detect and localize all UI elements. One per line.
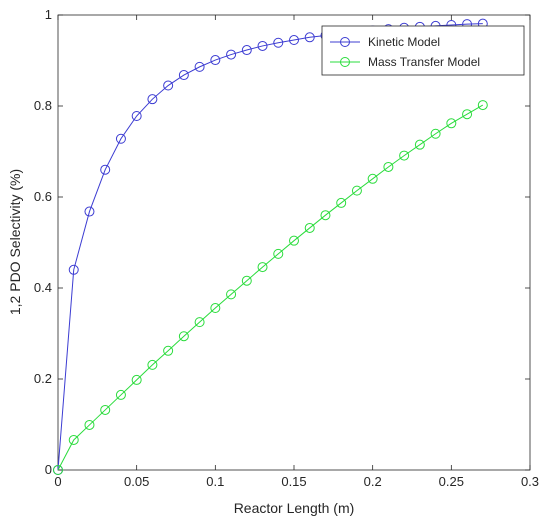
- data-point-mass-transfer-model: [178, 331, 189, 342]
- y-axis: 0 0.2 0.4 0.6 0.8 1: [34, 7, 530, 477]
- data-point-mass-transfer-model: [399, 150, 410, 161]
- data-point-mass-transfer-model: [430, 128, 441, 139]
- data-point-mass-transfer-model: [257, 262, 268, 273]
- data-point-kinetic-model: [131, 111, 142, 122]
- data-point-mass-transfer-model: [351, 185, 362, 196]
- x-tick-label: 0.05: [124, 474, 149, 489]
- data-point-kinetic-model: [84, 206, 95, 217]
- data-point-kinetic-model: [100, 164, 111, 175]
- data-point-kinetic-model: [163, 80, 174, 91]
- data-point-mass-transfer-model: [163, 345, 174, 356]
- x-tick-label: 0: [54, 474, 61, 489]
- data-point-kinetic-model: [241, 45, 252, 56]
- data-point-mass-transfer-model: [131, 374, 142, 385]
- data-point-mass-transfer-model: [226, 289, 237, 300]
- data-point-mass-transfer-model: [53, 465, 63, 475]
- data-point-kinetic-model: [273, 37, 284, 48]
- data-point-mass-transfer-model: [194, 317, 205, 328]
- data-point-kinetic-model: [147, 94, 158, 105]
- x-tick-label: 0.15: [281, 474, 306, 489]
- data-point-mass-transfer-model: [336, 197, 347, 208]
- data-point-mass-transfer-model: [100, 404, 111, 415]
- legend: Kinetic Model Mass Transfer Model: [321, 25, 525, 76]
- data-point-mass-transfer-model: [210, 303, 221, 314]
- y-tick-label: 0.4: [34, 280, 52, 295]
- y-tick-label: 0: [45, 462, 52, 477]
- data-point-mass-transfer-model: [273, 248, 284, 259]
- y-tick-label: 1: [45, 7, 52, 22]
- data-point-mass-transfer-model: [462, 109, 473, 120]
- data-point-mass-transfer-model: [68, 434, 79, 445]
- x-tick-label: 0.25: [439, 474, 464, 489]
- data-point-mass-transfer-model: [477, 100, 488, 111]
- data-point-kinetic-model: [304, 32, 315, 43]
- y-axis-label: 1,2 PDO Selectivity (%): [7, 169, 23, 315]
- legend-mass-transfer-marker: [340, 57, 350, 67]
- data-point-mass-transfer-model: [147, 359, 158, 370]
- legend-kinetic-marker: [340, 37, 350, 47]
- x-axis: 0 0.05 0.1 0.15 0.2 0.25 0.3: [54, 15, 539, 489]
- series-line-mass-transfer-model: [57, 104, 484, 471]
- data-point-mass-transfer-model: [115, 389, 126, 400]
- x-tick-label: 0.2: [364, 474, 382, 489]
- data-point-mass-transfer-model: [367, 173, 378, 184]
- x-axis-label: Reactor Length (m): [234, 500, 355, 516]
- data-point-mass-transfer-model: [84, 419, 95, 430]
- data-point-kinetic-model: [226, 49, 237, 60]
- plot-area: [57, 14, 531, 471]
- data-point-kinetic-model: [178, 70, 189, 81]
- legend-mass-transfer-label: Mass Transfer Model: [368, 55, 480, 69]
- data-point-mass-transfer-model: [304, 222, 315, 233]
- y-tick-label: 0.8: [34, 98, 52, 113]
- y-tick-label: 0.2: [34, 371, 52, 386]
- data-point-kinetic-model: [210, 55, 221, 66]
- data-point-kinetic-model: [68, 264, 79, 275]
- data-point-kinetic-model: [115, 133, 126, 144]
- data-point-kinetic-model: [194, 61, 205, 72]
- legend-kinetic-label: Kinetic Model: [368, 35, 440, 49]
- y-tick-label: 0.6: [34, 189, 52, 204]
- data-point-mass-transfer-model: [320, 210, 331, 221]
- data-point-kinetic-model: [257, 40, 268, 51]
- x-tick-label: 0.1: [206, 474, 224, 489]
- data-point-mass-transfer-model: [414, 139, 425, 150]
- x-tick-label: 0.3: [521, 474, 539, 489]
- data-point-mass-transfer-model: [289, 235, 299, 246]
- data-point-mass-transfer-model: [446, 118, 457, 129]
- data-point-mass-transfer-model: [383, 161, 394, 172]
- data-point-kinetic-model: [289, 35, 299, 46]
- data-point-mass-transfer-model: [241, 275, 252, 286]
- legend-box: [321, 25, 525, 76]
